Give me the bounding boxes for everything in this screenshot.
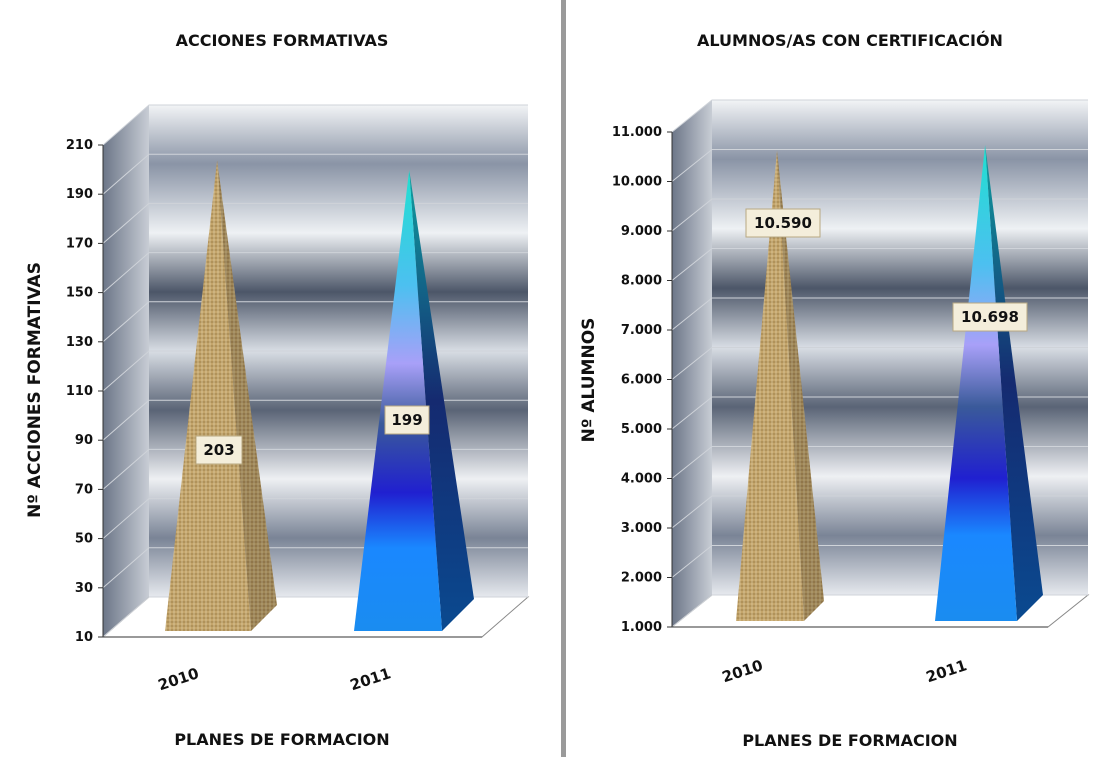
y-tick-label: 70 [75,482,93,497]
data-label: 199 [391,411,422,429]
chart-acciones-formativas: 10 30 50 70 90 110 130 150 170 190 210 203 2010 199 20… [0,0,561,757]
y-tick-label: 30 [75,581,93,596]
y-tick-label: 90 [75,433,93,448]
y-tick-label: 4.000 [621,472,662,487]
y-tick-label: 3.000 [621,521,662,536]
x-tick-label: 2010 [720,656,765,686]
data-label: 10.698 [961,308,1019,326]
x-tick-label: 2011 [348,664,393,694]
y-tick-label: 10 [75,630,93,645]
y-tick-label: 7.000 [621,323,662,338]
y-tick-label: 110 [66,384,93,399]
data-label: 10.590 [754,214,812,232]
x-tick-label: 2011 [924,656,969,686]
y-tick-label: 130 [66,335,93,350]
x-axis-title: PLANES DE FORMACION [174,730,389,749]
y-axis-title: Nº ACCIONES FORMATIVAS [25,262,45,518]
y-tick-label: 50 [75,532,93,547]
y-tick-label: 210 [66,138,93,153]
y-axis-title: Nº ALUMNOS [579,318,599,443]
chart-title: ACCIONES FORMATIVAS [176,31,389,50]
y-tick-label: 170 [66,236,93,251]
y-tick-label: 6.000 [621,373,662,388]
chart-panel-acciones: 10 30 50 70 90 110 130 150 170 190 210 203 2010 199 20… [0,0,561,757]
y-tick-label: 11.000 [612,125,662,140]
y-tick-label: 1.000 [621,620,662,635]
y-tick-label: 2.000 [621,571,662,586]
x-tick-label: 2010 [156,664,201,694]
y-tick-label: 9.000 [621,224,662,239]
chart-panel-alumnos: 1.000 2.000 3.000 4.000 5.000 6.000 7.000 8.000… [566,0,1114,757]
y-tick-label: 150 [66,286,93,301]
y-tick-label: 5.000 [621,422,662,437]
y-tick-label: 10.000 [612,175,662,190]
y-tick-label: 190 [66,187,93,202]
data-label: 203 [203,441,234,459]
x-axis-title: PLANES DE FORMACION [742,731,957,750]
chart-alumnos-certificacion: 1.000 2.000 3.000 4.000 5.000 6.000 7.000 8.000… [566,0,1114,757]
y-tick-label: 8.000 [621,274,662,289]
chart-title: ALUMNOS/AS CON CERTIFICACIÓN [697,31,1003,50]
